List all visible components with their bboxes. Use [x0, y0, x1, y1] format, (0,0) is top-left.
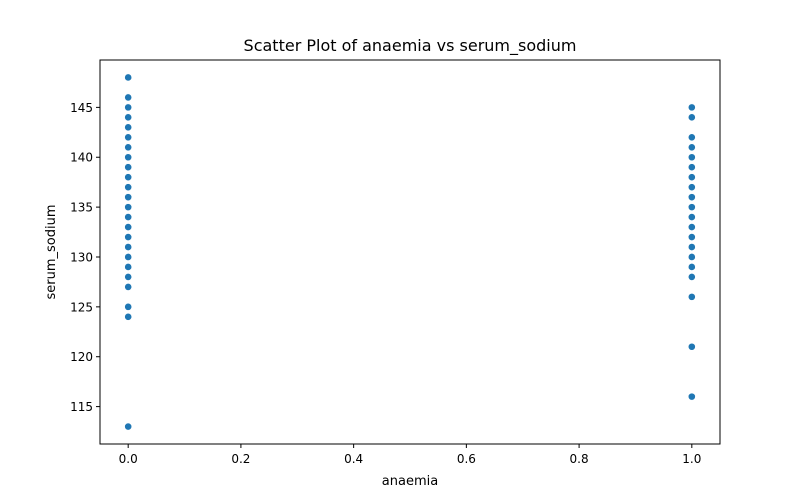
scatter-point	[124, 302, 133, 311]
scatter-points	[124, 73, 696, 431]
scatter-point	[124, 273, 133, 281]
scatter-point	[687, 243, 696, 251]
x-tick-label: 0.2	[231, 452, 250, 466]
y-tick-label: 130	[70, 250, 93, 264]
y-axis-label: serum_sodium	[44, 204, 59, 299]
scatter-point	[687, 143, 696, 152]
scatter-point	[124, 203, 133, 212]
y-axis-ticks: 115 120 125 130 135 140 145	[70, 101, 100, 414]
x-tick-label: 0.4	[344, 452, 363, 466]
scatter-point	[687, 273, 696, 281]
scatter-point	[124, 153, 133, 162]
scatter-point	[687, 193, 696, 202]
scatter-point	[124, 422, 133, 431]
scatter-point	[687, 163, 696, 172]
scatter-point	[687, 213, 696, 221]
scatter-point	[687, 203, 696, 212]
scatter-point	[124, 113, 133, 122]
scatter-point	[687, 253, 696, 261]
scatter-point	[687, 223, 696, 231]
scatter-point	[687, 263, 696, 271]
scatter-point	[687, 153, 696, 162]
scatter-point	[124, 243, 133, 251]
y-tick-label: 145	[70, 101, 93, 115]
scatter-point	[124, 233, 133, 241]
scatter-point	[124, 193, 133, 202]
scatter-point	[124, 283, 133, 291]
scatter-point	[124, 312, 133, 321]
scatter-point	[124, 103, 133, 112]
scatter-point	[687, 292, 696, 301]
scatter-point	[124, 133, 133, 142]
scatter-point	[687, 342, 696, 351]
x-tick-label: 0.6	[457, 452, 476, 466]
chart-title: Scatter Plot of anaemia vs serum_sodium	[244, 36, 577, 56]
scatter-point	[124, 123, 133, 132]
x-axis-label: anaemia	[382, 474, 438, 489]
y-tick-label: 120	[70, 350, 93, 364]
scatter-point	[687, 183, 696, 192]
scatter-point	[124, 163, 133, 172]
scatter-point	[124, 213, 133, 221]
scatter-point	[687, 133, 696, 142]
y-tick-label: 140	[70, 151, 93, 165]
scatter-point	[124, 173, 133, 182]
scatter-point	[124, 263, 133, 271]
y-tick-label: 135	[70, 201, 93, 215]
x-tick-label: 0.0	[119, 452, 138, 466]
scatter-point	[124, 93, 133, 102]
x-tick-label: 1.0	[682, 452, 701, 466]
scatter-point	[124, 253, 133, 261]
scatter-point	[687, 103, 696, 112]
y-tick-label: 115	[70, 400, 93, 414]
scatter-point	[687, 233, 696, 241]
scatter-point	[124, 143, 133, 152]
x-tick-label: 0.8	[570, 452, 589, 466]
scatter-point	[124, 223, 133, 231]
scatter-point	[124, 73, 133, 82]
scatter-point	[124, 183, 133, 192]
y-tick-label: 125	[70, 300, 93, 314]
scatter-point	[687, 113, 696, 122]
scatter-point	[687, 392, 696, 401]
plot-frame	[99, 59, 721, 445]
x-axis-ticks: 0.0 0.2 0.4 0.6 0.8 1.0	[119, 444, 701, 466]
scatter-point	[687, 173, 696, 182]
